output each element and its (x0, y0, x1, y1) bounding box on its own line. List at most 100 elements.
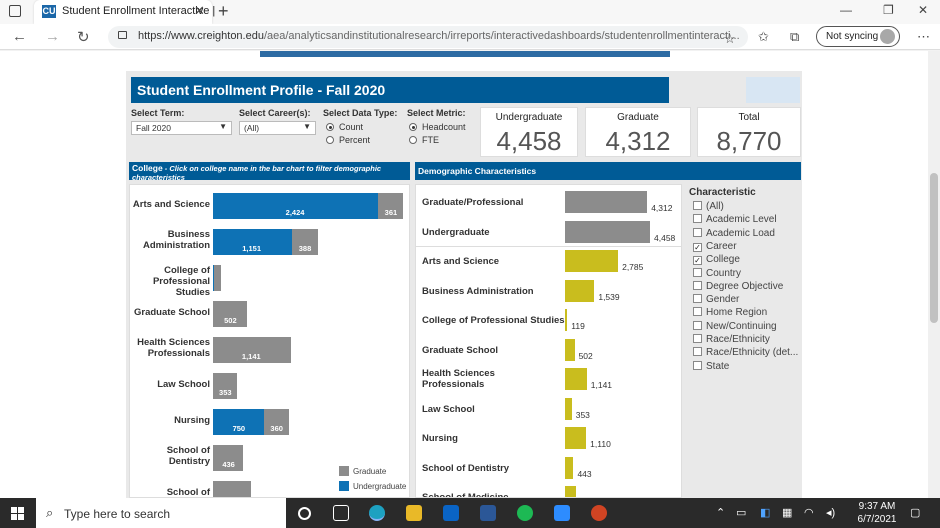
spotify-icon[interactable] (517, 505, 533, 521)
windows-start-icon[interactable] (11, 507, 24, 520)
cortana-icon[interactable] (298, 507, 311, 520)
characteristic-option[interactable]: ✓ Career (693, 241, 737, 252)
demographic-bar[interactable] (565, 456, 574, 479)
bar-graduate[interactable]: 388 (291, 229, 318, 255)
demographic-label[interactable]: Law School (422, 403, 475, 415)
outlook-icon[interactable] (443, 505, 459, 521)
college-label[interactable]: Graduate School (133, 307, 210, 318)
taskbar-clock[interactable]: 9:37 AM 6/7/2021 (852, 500, 902, 526)
refresh-icon[interactable]: ↻ (77, 29, 90, 46)
back-icon[interactable]: ← (12, 28, 27, 45)
radio-percent[interactable]: Percent (326, 135, 370, 145)
demographic-label[interactable]: Health Sciences Professionals (422, 368, 495, 390)
demographic-label[interactable]: School of Medicine (422, 492, 509, 498)
outlook-tray-icon[interactable]: ◧ (760, 507, 771, 519)
radio-count[interactable]: Count (326, 122, 363, 132)
demographic-bar[interactable] (565, 220, 650, 243)
word-icon[interactable] (480, 505, 496, 521)
demographic-bar[interactable] (565, 191, 648, 213)
college-label[interactable]: School of Dentistry (166, 445, 210, 467)
window-menu-icon[interactable] (9, 5, 21, 17)
collections-icon[interactable]: ⧉ (790, 29, 800, 44)
college-label[interactable]: Law School (157, 379, 210, 390)
characteristic-option[interactable]: Academic Level (693, 214, 777, 225)
bar-undergraduate[interactable] (213, 265, 215, 291)
college-label[interactable]: College of Professional Studies (152, 265, 210, 298)
college-label[interactable]: Business Administration (142, 229, 210, 251)
favorites-icon[interactable]: ✩ (758, 29, 769, 44)
characteristic-option[interactable]: ✓ College (693, 254, 740, 266)
close-tab-icon[interactable]: ✕ (194, 3, 205, 18)
demographic-bar[interactable] (565, 309, 568, 331)
file-explorer-icon[interactable] (406, 505, 422, 521)
career-select[interactable]: (All) ▼ (239, 121, 316, 135)
characteristic-option[interactable]: State (693, 360, 729, 372)
wifi-icon[interactable]: ◠ (804, 507, 814, 519)
url-field[interactable]: https://www.creighton.edu/aea/analyticsa… (108, 26, 748, 48)
demographic-label[interactable]: Arts and Science (422, 256, 500, 267)
demographic-label[interactable]: School of Dentistry (422, 462, 510, 474)
characteristic-option[interactable]: Home Region (693, 307, 767, 318)
bar-graduate[interactable]: 502 (213, 301, 248, 327)
settings-menu-icon[interactable]: ⋯ (917, 29, 930, 44)
bar-graduate[interactable]: 360 (264, 409, 289, 435)
page-scrollbar[interactable] (928, 51, 940, 498)
college-label[interactable]: School of Medicine (166, 487, 210, 498)
term-select[interactable]: Fall 2020 ▼ (131, 121, 232, 135)
demographic-bar[interactable] (565, 250, 619, 272)
college-label[interactable]: Arts and Science (132, 199, 210, 210)
demographic-label[interactable]: Nursing (422, 433, 458, 444)
volume-icon[interactable]: ◂) (826, 507, 836, 519)
college-chart[interactable]: Arts and Science 2,424 361 Business Adminis… (129, 184, 410, 498)
bar-graduate[interactable]: 353 (213, 373, 238, 399)
characteristic-option[interactable]: Race/Ethnicity (det... (693, 347, 798, 358)
bar-undergraduate[interactable]: 2,424 (213, 193, 379, 219)
characteristic-option[interactable]: (All) (693, 201, 724, 212)
bar-graduate[interactable] (213, 481, 252, 497)
characteristic-option[interactable]: Academic Load (693, 227, 775, 239)
forward-icon[interactable]: → (45, 28, 60, 45)
characteristic-option[interactable]: New/Continuing (693, 320, 777, 332)
demographic-label[interactable]: Business Administration (422, 285, 534, 297)
task-view-icon[interactable] (333, 505, 349, 521)
edge-icon[interactable] (369, 505, 385, 521)
bar-undergraduate[interactable]: 1,151 (213, 229, 292, 255)
demographic-label[interactable]: Undergraduate (422, 226, 490, 238)
zoom-icon[interactable] (554, 505, 570, 521)
close-window-icon[interactable]: ✕ (918, 3, 929, 17)
network-icon[interactable]: ▦ (782, 507, 793, 519)
display-icon[interactable]: ▭ (736, 507, 747, 519)
browser-tab[interactable]: CU Student Enrollment Interactive | ✕ (34, 0, 215, 24)
bar-graduate[interactable]: 1,141 (213, 337, 291, 363)
bar-undergraduate[interactable]: 750 (213, 409, 265, 435)
characteristic-option[interactable]: Country (693, 267, 741, 279)
radio-headcount[interactable]: Headcount (409, 122, 466, 132)
characteristic-option[interactable]: Degree Objective (693, 280, 783, 292)
demographic-label[interactable]: Graduate/Professional (422, 197, 524, 208)
restore-icon[interactable]: ❐ (883, 3, 894, 17)
demographic-bar[interactable] (565, 279, 595, 302)
demographic-bar[interactable] (565, 486, 576, 497)
bar-graduate[interactable]: 19 (214, 265, 231, 291)
taskbar-search[interactable]: ⌕ Type here to search (36, 498, 286, 528)
scrollbar-thumb[interactable] (930, 173, 938, 323)
demographic-bar[interactable] (565, 427, 587, 449)
powerpoint-icon[interactable] (591, 505, 607, 521)
college-label[interactable]: Health Sciences Professionals (137, 337, 210, 359)
college-label[interactable]: Nursing (174, 415, 210, 426)
demographic-bar[interactable] (565, 368, 587, 390)
characteristic-option[interactable]: Race/Ethnicity (693, 334, 770, 345)
demographic-bar[interactable] (565, 338, 575, 361)
new-tab-icon[interactable]: + (218, 1, 229, 21)
tray-chevron-icon[interactable]: ⌃ (716, 507, 726, 519)
bar-graduate[interactable]: 361 (378, 193, 403, 219)
demographic-chart[interactable]: Graduate/Professional 4,312 Undergraduate 4… (415, 184, 682, 498)
bar-graduate[interactable]: 436 (213, 445, 244, 471)
characteristic-option[interactable]: Gender (693, 294, 739, 305)
demographic-label[interactable]: Graduate School (422, 344, 499, 356)
notifications-icon[interactable]: ▢ (910, 507, 921, 519)
demographic-label[interactable]: College of Professional Studies (422, 315, 565, 326)
demographic-bar[interactable] (565, 397, 572, 420)
add-favorite-icon[interactable]: ☆ (724, 31, 736, 46)
sync-button[interactable]: Not syncing (816, 26, 900, 47)
